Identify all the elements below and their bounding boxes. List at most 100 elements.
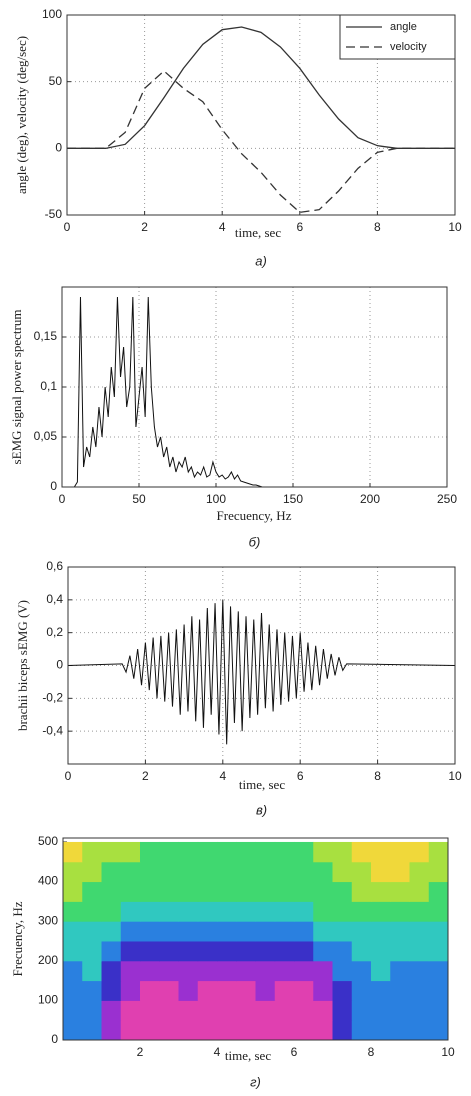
heatmap-cell <box>294 940 314 962</box>
y-tick-label: -0,4 <box>42 723 63 737</box>
heatmap-cell <box>390 1020 410 1041</box>
x-tick-label: 250 <box>437 492 457 506</box>
heatmap-cell <box>294 881 314 902</box>
heatmap-cell <box>390 980 410 1001</box>
heatmap-cell <box>332 1020 353 1041</box>
heatmap-cell <box>178 921 199 942</box>
legend-label: velocity <box>390 41 427 53</box>
heatmap-cell <box>274 901 295 922</box>
heatmap-cell <box>255 881 276 902</box>
x-tick-label: 200 <box>360 492 380 506</box>
heatmap-cell <box>351 921 372 942</box>
caption: г) <box>250 1074 261 1089</box>
heatmap-cell <box>178 1020 199 1041</box>
heatmap-cell <box>140 960 160 982</box>
heatmap-cell <box>274 841 295 863</box>
x-tick-label: 150 <box>283 492 303 506</box>
caption: в) <box>256 802 267 817</box>
heatmap-cell <box>409 861 430 883</box>
heatmap-cell <box>63 960 83 982</box>
heatmap-cell <box>294 1020 314 1041</box>
heatmap-cell <box>371 861 391 883</box>
x-tick-label: 0 <box>65 769 72 783</box>
x-tick-label: 50 <box>132 492 146 506</box>
y-axis-label: brachii biceps sEMG (V) <box>15 600 30 731</box>
heatmap-cell <box>101 1020 122 1041</box>
y-axis-label: sEMG signal power spectrum <box>9 310 24 465</box>
heatmap-cell <box>159 881 179 902</box>
heatmap-cell <box>140 940 160 962</box>
heatmap-cell <box>140 841 160 863</box>
heatmap-cell <box>428 980 449 1001</box>
legend-label: angle <box>390 21 417 33</box>
heatmap-cell <box>197 1020 218 1041</box>
heatmap-cell <box>332 980 353 1001</box>
axes-frame <box>62 837 449 1041</box>
heatmap-cell <box>371 960 391 982</box>
heatmap-cell <box>274 1020 295 1041</box>
heatmap-cell <box>140 1000 160 1021</box>
heatmap-cell <box>101 940 122 962</box>
heatmap-cell <box>120 841 141 863</box>
heatmap-cell <box>82 901 102 922</box>
heatmap-cell <box>63 861 83 883</box>
heatmap-cell <box>371 841 391 863</box>
heatmap-cell <box>159 940 179 962</box>
x-tick-label: 0 <box>59 492 66 506</box>
heatmap-cell <box>255 921 276 942</box>
heatmap-cell <box>140 921 160 942</box>
heatmap-cell <box>120 940 141 962</box>
heatmap-cell <box>371 921 391 942</box>
heatmap-cell <box>313 960 333 982</box>
heatmap-cell <box>371 940 391 962</box>
heatmap-cell <box>82 861 102 883</box>
heatmap-cell <box>294 861 314 883</box>
heatmap-cell <box>313 980 333 1001</box>
heatmap-cell <box>390 861 410 883</box>
y-tick-label: 200 <box>38 953 58 967</box>
x-tick-label: 10 <box>441 1045 455 1059</box>
x-tick-label: 6 <box>297 769 304 783</box>
heatmap-cell <box>313 1000 333 1021</box>
heatmap-cell <box>217 1000 237 1021</box>
heatmap-cell <box>294 1000 314 1021</box>
heatmap-cell <box>351 901 372 922</box>
heatmap-cell <box>409 980 430 1001</box>
heatmap-cell <box>409 841 430 863</box>
y-tick-label: 0 <box>51 1032 58 1046</box>
heatmap-cell <box>351 841 372 863</box>
heatmap-cell <box>390 841 410 863</box>
x-tick-label: 10 <box>448 220 462 234</box>
heatmap-cell <box>409 1000 430 1021</box>
heatmap-cell <box>217 960 237 982</box>
heatmap-cell <box>428 901 449 922</box>
heatmap-cell <box>428 1000 449 1021</box>
heatmap-cell <box>274 861 295 883</box>
heatmap-cell <box>217 861 237 883</box>
heatmap-cell <box>274 940 295 962</box>
x-tick-label: 10 <box>448 769 462 783</box>
heatmap-cell <box>197 960 218 982</box>
heatmap-cell <box>101 861 122 883</box>
heatmap-cell <box>351 960 372 982</box>
heatmap-cell <box>236 940 256 962</box>
heatmap-cell <box>197 1000 218 1021</box>
y-tick-label: 0 <box>50 479 57 493</box>
heatmap-cell <box>140 901 160 922</box>
heatmap-cell <box>428 960 449 982</box>
heatmap-cell <box>390 881 410 902</box>
heatmap-cell <box>120 1020 141 1041</box>
heatmap-cell <box>236 921 256 942</box>
heatmap-cell <box>101 1000 122 1021</box>
x-tick-label: 2 <box>141 220 148 234</box>
heatmap-cell <box>178 901 199 922</box>
heatmap-cell <box>255 901 276 922</box>
heatmap-cell <box>294 921 314 942</box>
heatmap-cell <box>428 921 449 942</box>
heatmap-cell <box>159 901 179 922</box>
caption: б) <box>249 534 261 549</box>
heatmap-cell <box>63 1000 83 1021</box>
heatmap-cell <box>159 921 179 942</box>
x-tick-label: 100 <box>206 492 226 506</box>
heatmap-cell <box>255 980 276 1001</box>
